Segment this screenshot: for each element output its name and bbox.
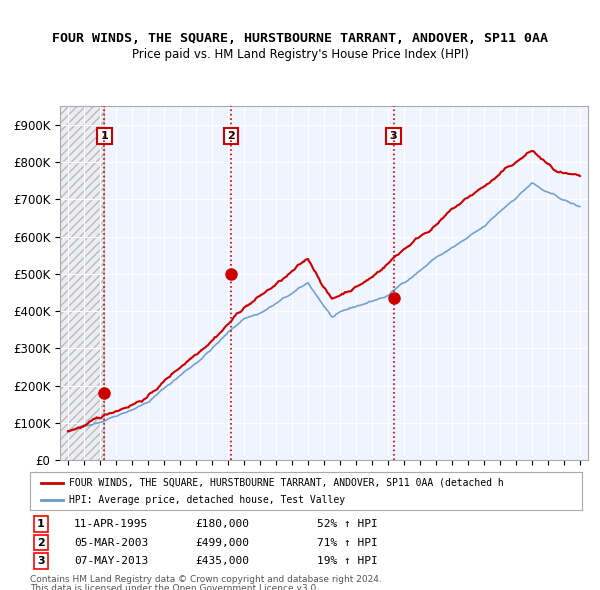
Text: FOUR WINDS, THE SQUARE, HURSTBOURNE TARRANT, ANDOVER, SP11 0AA: FOUR WINDS, THE SQUARE, HURSTBOURNE TARR… xyxy=(52,32,548,45)
Text: 11-APR-1995: 11-APR-1995 xyxy=(74,519,148,529)
Text: Price paid vs. HM Land Registry's House Price Index (HPI): Price paid vs. HM Land Registry's House … xyxy=(131,48,469,61)
Text: 2: 2 xyxy=(227,131,235,141)
Text: 52% ↑ HPI: 52% ↑ HPI xyxy=(317,519,378,529)
Text: 2: 2 xyxy=(37,537,45,548)
Text: Contains HM Land Registry data © Crown copyright and database right 2024.: Contains HM Land Registry data © Crown c… xyxy=(30,575,382,584)
Text: 3: 3 xyxy=(37,556,45,566)
Text: 71% ↑ HPI: 71% ↑ HPI xyxy=(317,537,378,548)
Text: 3: 3 xyxy=(390,131,397,141)
Bar xyxy=(60,106,104,460)
Text: £435,000: £435,000 xyxy=(196,556,250,566)
Text: This data is licensed under the Open Government Licence v3.0.: This data is licensed under the Open Gov… xyxy=(30,584,319,590)
Text: £499,000: £499,000 xyxy=(196,537,250,548)
Text: £180,000: £180,000 xyxy=(196,519,250,529)
Text: 19% ↑ HPI: 19% ↑ HPI xyxy=(317,556,378,566)
Text: HPI: Average price, detached house, Test Valley: HPI: Average price, detached house, Test… xyxy=(68,494,345,504)
Bar xyxy=(60,106,104,460)
Text: 1: 1 xyxy=(37,519,45,529)
Text: 05-MAR-2003: 05-MAR-2003 xyxy=(74,537,148,548)
Text: 1: 1 xyxy=(100,131,108,141)
Text: 07-MAY-2013: 07-MAY-2013 xyxy=(74,556,148,566)
Text: FOUR WINDS, THE SQUARE, HURSTBOURNE TARRANT, ANDOVER, SP11 0AA (detached h: FOUR WINDS, THE SQUARE, HURSTBOURNE TARR… xyxy=(68,478,503,488)
